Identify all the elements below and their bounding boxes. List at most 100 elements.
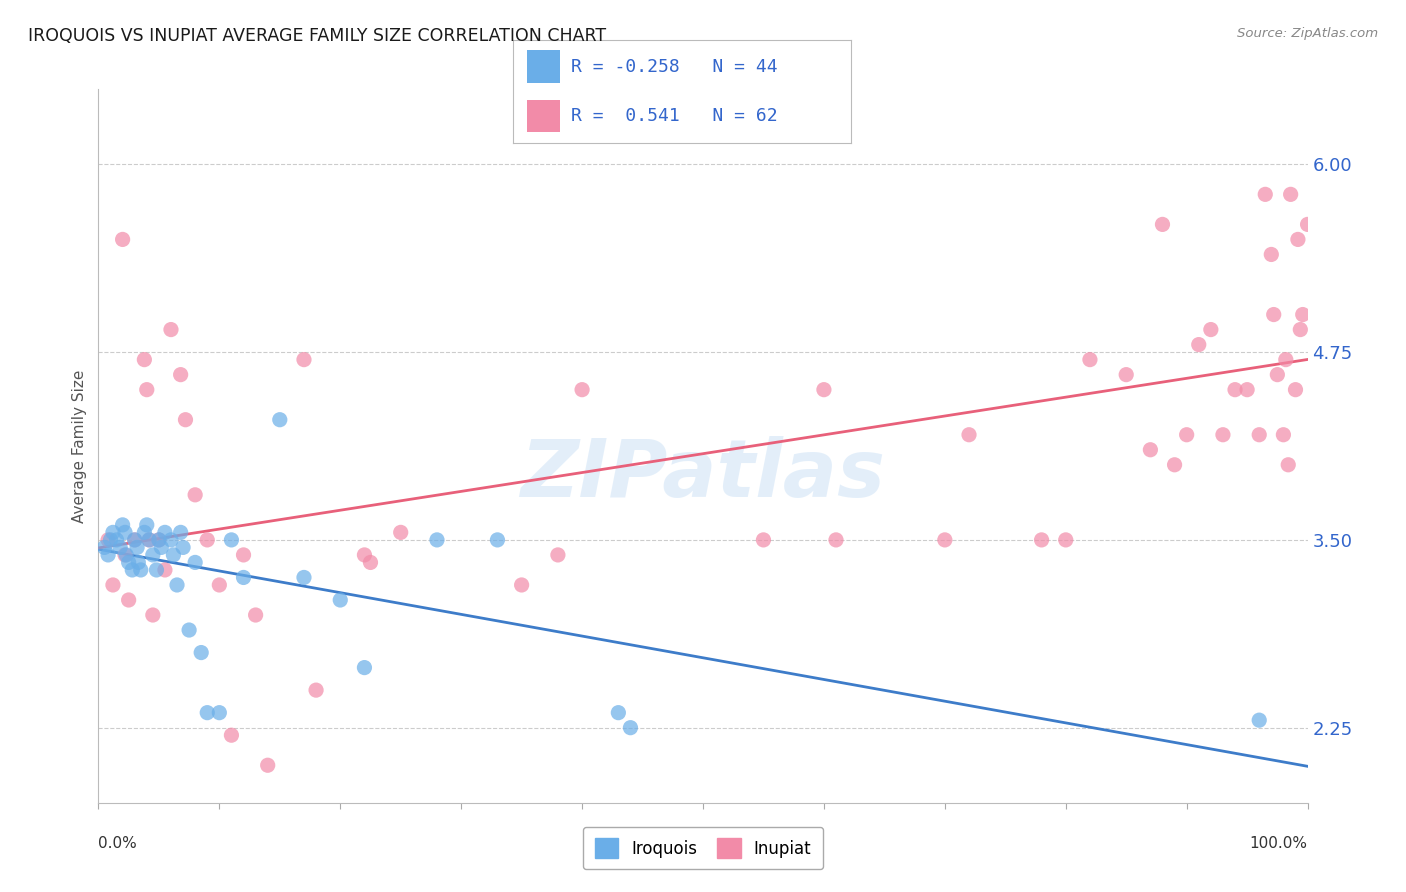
- Point: [134, 525, 156, 540]
- Point: [353, 548, 375, 562]
- Point: [1152, 218, 1174, 232]
- Point: [1279, 187, 1302, 202]
- Point: [1175, 427, 1198, 442]
- Point: [124, 533, 146, 547]
- Point: [292, 352, 315, 367]
- Point: [232, 570, 254, 584]
- Point: [1249, 427, 1271, 442]
- Point: [1223, 383, 1246, 397]
- Point: [153, 525, 176, 540]
- Point: [135, 383, 157, 397]
- Point: [114, 525, 136, 540]
- Point: [101, 578, 124, 592]
- Point: [184, 488, 207, 502]
- Point: [813, 383, 835, 397]
- Point: [1289, 322, 1312, 336]
- FancyBboxPatch shape: [527, 50, 561, 83]
- Point: [111, 517, 134, 532]
- Point: [934, 533, 956, 547]
- Point: [127, 556, 149, 570]
- Point: [825, 533, 848, 547]
- Point: [108, 541, 131, 555]
- Point: [360, 556, 382, 570]
- Point: [177, 623, 201, 637]
- Point: [1249, 713, 1271, 727]
- Point: [162, 548, 184, 562]
- Legend: Iroquois, Inupiat: Iroquois, Inupiat: [583, 827, 823, 870]
- Point: [93, 541, 115, 555]
- Point: [1199, 322, 1222, 336]
- Point: [1263, 308, 1285, 322]
- Text: R = -0.258   N = 44: R = -0.258 N = 44: [571, 58, 778, 76]
- Point: [1277, 458, 1299, 472]
- Point: [353, 660, 375, 674]
- Text: IROQUOIS VS INUPIAT AVERAGE FAMILY SIZE CORRELATION CHART: IROQUOIS VS INUPIAT AVERAGE FAMILY SIZE …: [28, 27, 606, 45]
- Point: [195, 706, 218, 720]
- Point: [426, 533, 449, 547]
- Point: [160, 533, 183, 547]
- Point: [184, 556, 207, 570]
- Point: [97, 533, 120, 547]
- Point: [114, 548, 136, 562]
- Point: [1296, 218, 1319, 232]
- Point: [124, 533, 146, 547]
- Point: [127, 541, 149, 555]
- Text: R =  0.541   N = 62: R = 0.541 N = 62: [571, 107, 778, 125]
- Point: [571, 383, 593, 397]
- Point: [118, 593, 141, 607]
- Point: [97, 548, 120, 562]
- Point: [1139, 442, 1161, 457]
- Text: Source: ZipAtlas.com: Source: ZipAtlas.com: [1237, 27, 1378, 40]
- Point: [101, 525, 124, 540]
- Point: [1254, 187, 1277, 202]
- Point: [145, 563, 167, 577]
- Point: [619, 721, 641, 735]
- Point: [208, 706, 231, 720]
- Point: [174, 413, 197, 427]
- Point: [221, 533, 243, 547]
- Point: [142, 548, 165, 562]
- Point: [1054, 533, 1077, 547]
- Point: [150, 541, 173, 555]
- Point: [153, 563, 176, 577]
- Point: [752, 533, 775, 547]
- Point: [1286, 232, 1309, 246]
- Point: [142, 607, 165, 622]
- Point: [305, 683, 328, 698]
- Point: [547, 548, 569, 562]
- Point: [118, 556, 141, 570]
- Point: [138, 533, 160, 547]
- FancyBboxPatch shape: [527, 100, 561, 132]
- Point: [1272, 427, 1295, 442]
- Point: [1188, 337, 1211, 351]
- Point: [172, 541, 194, 555]
- Point: [1163, 458, 1185, 472]
- Point: [607, 706, 630, 720]
- Point: [486, 533, 509, 547]
- Point: [148, 533, 170, 547]
- Point: [1236, 383, 1258, 397]
- Point: [292, 570, 315, 584]
- Point: [195, 533, 218, 547]
- Point: [1078, 352, 1101, 367]
- Point: [329, 593, 352, 607]
- Point: [1031, 533, 1053, 547]
- Point: [245, 607, 267, 622]
- Point: [221, 728, 243, 742]
- Text: ZIPatlas: ZIPatlas: [520, 435, 886, 514]
- Point: [148, 533, 170, 547]
- Text: 100.0%: 100.0%: [1250, 836, 1308, 851]
- Point: [510, 578, 533, 592]
- Point: [166, 578, 188, 592]
- Point: [121, 563, 143, 577]
- Point: [1260, 247, 1282, 261]
- Point: [389, 525, 412, 540]
- Point: [208, 578, 231, 592]
- Point: [138, 533, 160, 547]
- Point: [1115, 368, 1137, 382]
- Point: [134, 352, 156, 367]
- Point: [129, 563, 152, 577]
- Point: [111, 232, 134, 246]
- Point: [957, 427, 980, 442]
- Point: [269, 413, 291, 427]
